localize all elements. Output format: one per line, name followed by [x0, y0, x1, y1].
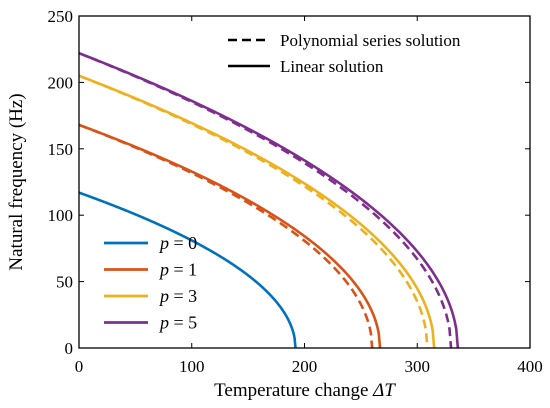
series-legend-label: p = 5: [158, 313, 197, 333]
series-line-p5-polynomial: [78, 51, 453, 349]
series-line-p0-linear: [78, 191, 297, 349]
style-legend-label: Linear solution: [280, 57, 384, 76]
series-legend-label: p = 3: [158, 286, 197, 306]
tick-labels: 0 100 200 300 400 0 50 100 150 200 250: [48, 7, 543, 376]
y-tick-label: 150: [48, 140, 74, 159]
x-axis-label-symbol: ΔT: [372, 380, 396, 401]
series-line-p1-linear: [78, 123, 382, 349]
x-tick-label: 200: [292, 357, 318, 376]
ticks: [78, 15, 531, 349]
plot-lines: [78, 51, 460, 349]
y-tick-label: 50: [56, 273, 73, 292]
series-line-p3-polynomial: [78, 74, 429, 349]
style-legend-label: Polynomial series solution: [280, 31, 461, 50]
series-line-p1-polynomial: [78, 123, 374, 349]
series-line-p5-linear: [78, 51, 460, 349]
x-tick-label: 0: [75, 357, 84, 376]
series-legend: p = 0 p = 1 p = 3 p = 5: [104, 233, 197, 333]
y-tick-label: 200: [48, 73, 74, 92]
y-tick-label: 0: [65, 339, 74, 358]
series-legend-label: p = 1: [158, 260, 197, 280]
x-axis-label-text: Temperature change: [214, 380, 373, 401]
y-tick-label: 100: [48, 206, 74, 225]
style-legend: Polynomial series solution Linear solutio…: [228, 31, 461, 76]
y-axis-label: Natural frequency (Hz): [6, 93, 27, 270]
y-tick-label: 250: [48, 7, 74, 26]
x-axis-label: Temperature change ΔT: [214, 380, 396, 401]
series-legend-label: p = 0: [158, 233, 197, 253]
x-tick-label: 100: [179, 357, 205, 376]
x-tick-label: 300: [405, 357, 431, 376]
x-tick-label: 400: [517, 357, 543, 376]
